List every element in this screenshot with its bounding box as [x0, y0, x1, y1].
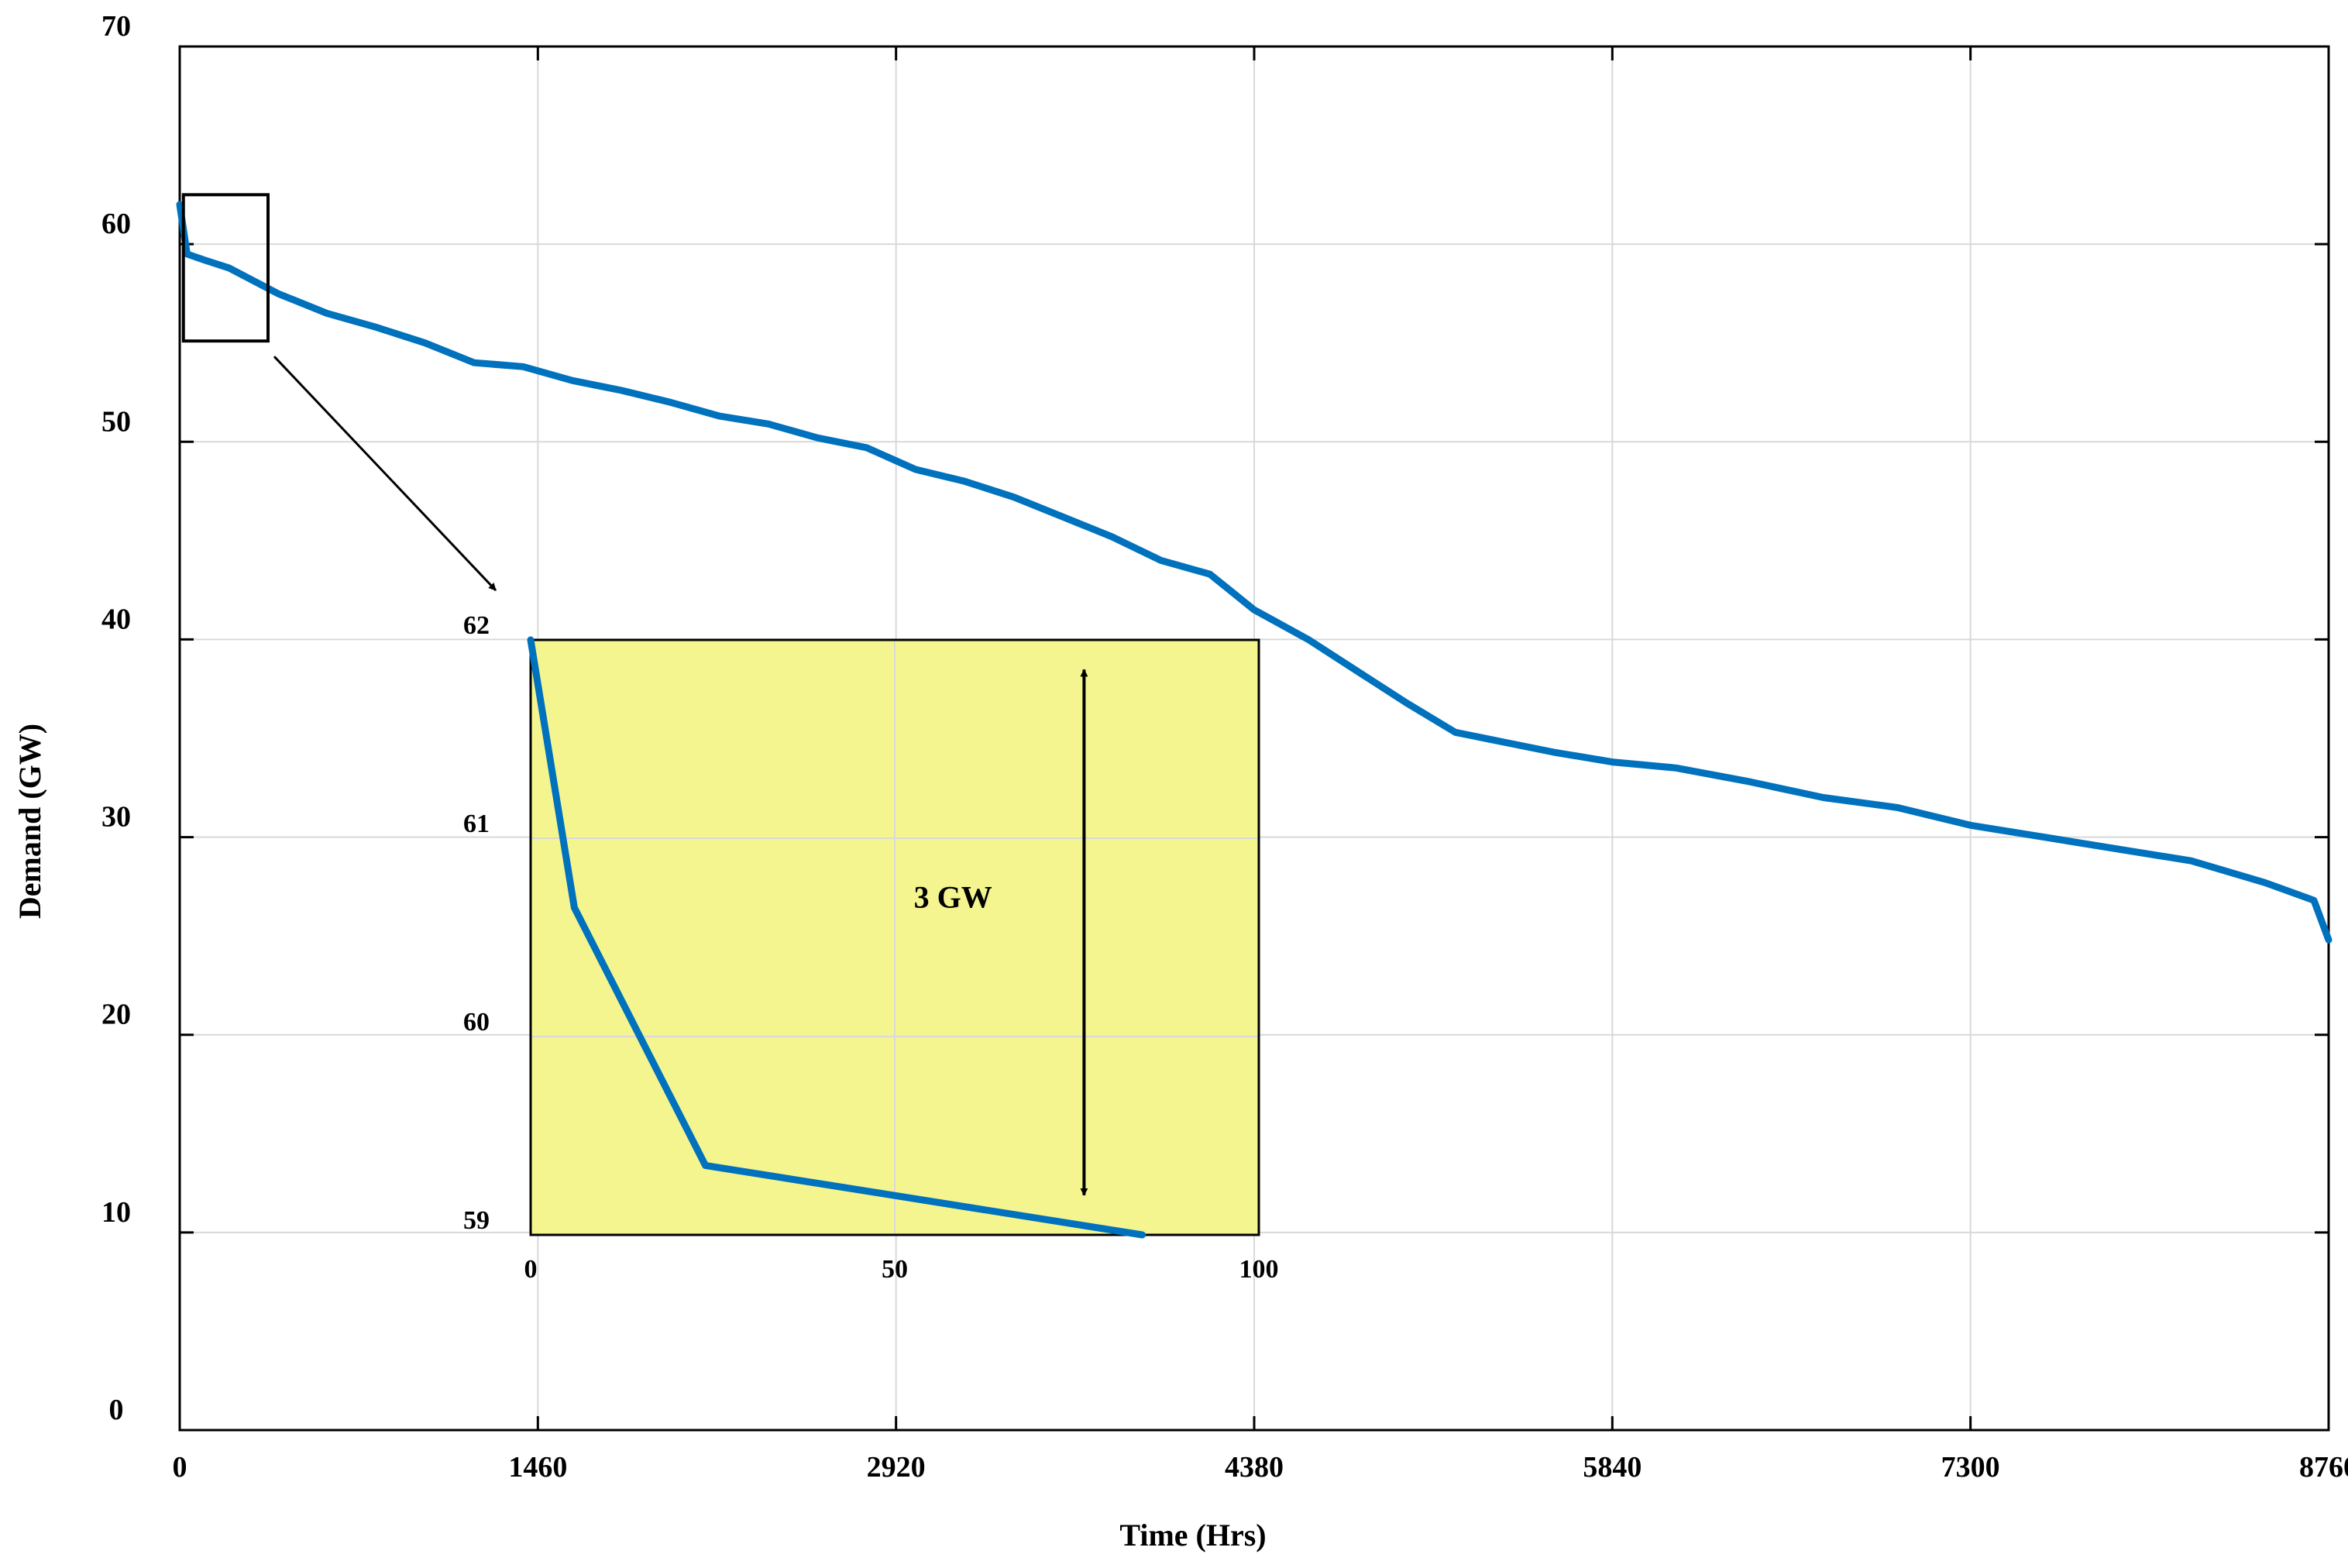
zoom-highlight-box — [181, 193, 270, 343]
y-axis-label: Demand (GW) — [12, 724, 47, 919]
inset-y-tick-label: 60 — [463, 1008, 490, 1037]
main-y-tick-label: 10 — [101, 1196, 131, 1229]
inset-ticks: 0 50 100 59 60 61 62 — [463, 611, 1279, 1284]
main-series — [176, 201, 2333, 944]
inset-x-tick-label: 50 — [882, 1255, 908, 1284]
main-x-tick-label: 0 — [173, 1451, 187, 1484]
inset-y-tick-label: 62 — [463, 611, 490, 640]
main-y-tick-label: 60 — [101, 208, 131, 240]
main-y-tick-label: 30 — [101, 801, 131, 834]
main-y-tick-label: 70 — [101, 10, 131, 43]
main-y-tick-label: 20 — [101, 999, 131, 1031]
inset-grid — [531, 640, 1259, 1235]
main-y-tick-label: 50 — [101, 405, 131, 438]
inset-x-tick-label: 100 — [1239, 1255, 1279, 1284]
x-axis-label: Time (Hrs) — [1119, 1518, 1266, 1553]
inset-x-tick-label: 0 — [524, 1255, 538, 1284]
main-y-tick-label: 0 — [109, 1394, 124, 1426]
inset-annotation-text: 3 GW — [914, 880, 992, 915]
zoom-arrow — [273, 356, 497, 592]
main-x-tick-label: 7300 — [1941, 1451, 2000, 1484]
main-y-tick-label: 40 — [101, 603, 131, 635]
inset-series-line — [527, 636, 1146, 1239]
inset-plot-frame — [529, 638, 1260, 1236]
main-x-tick-label: 4380 — [1225, 1451, 1284, 1484]
demand-series-line — [176, 201, 2333, 944]
main-x-tick-label: 5840 — [1583, 1451, 1642, 1484]
inset-y-tick-label: 59 — [463, 1206, 490, 1235]
inset-y-tick-label: 61 — [463, 810, 490, 838]
main-x-tick-label: 1460 — [508, 1451, 567, 1484]
inset-series — [527, 636, 1146, 1239]
main-x-tick-label: 2920 — [867, 1451, 926, 1484]
